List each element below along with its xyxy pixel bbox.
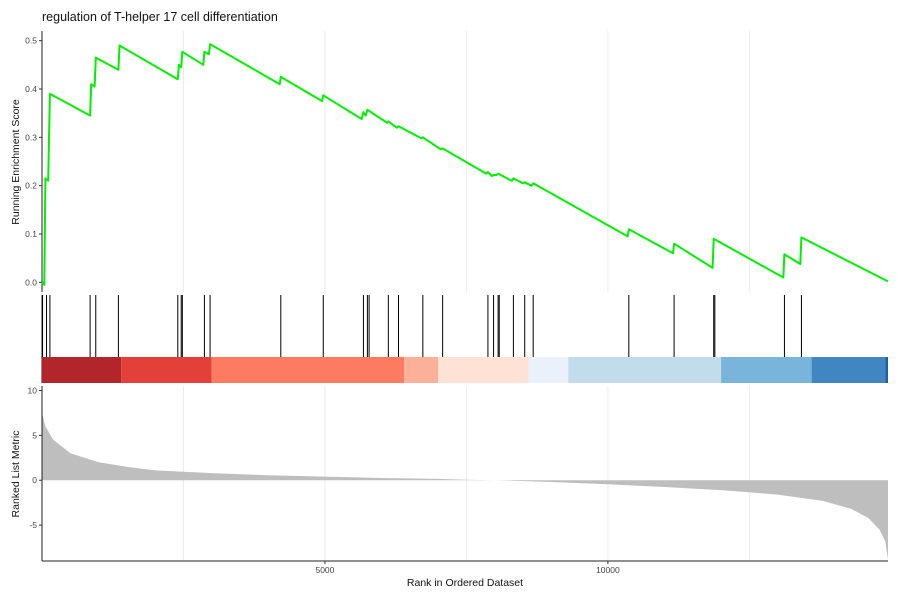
y-tick-label: 5 bbox=[32, 430, 37, 440]
rank-color-segment bbox=[211, 357, 405, 383]
rank-color-segment bbox=[568, 357, 722, 383]
y-axis-label-running-score: Running Enrichment Score bbox=[10, 99, 22, 225]
running-score-panel: 0.0 0.1 0.2 0.3 0.4 0.5 bbox=[25, 31, 889, 292]
y-tick-label: 0.0 bbox=[25, 277, 37, 287]
y-tick-label: -5 bbox=[29, 520, 37, 530]
x-tick-label: 5000 bbox=[315, 565, 334, 575]
rank-color-segment bbox=[438, 357, 529, 383]
rank-color-segment bbox=[404, 357, 439, 383]
chart-title: regulation of T-helper 17 cell different… bbox=[42, 10, 278, 24]
x-tick-label: 10000 bbox=[596, 565, 620, 575]
ranked-metric-panel: -5 0 5 10 5000 10000 bbox=[28, 385, 888, 575]
y-tick-label: 0.2 bbox=[25, 181, 37, 191]
rank-color-segment bbox=[42, 357, 122, 383]
y-tick-label: 0.1 bbox=[25, 229, 37, 239]
rank-color-segment bbox=[885, 357, 888, 383]
y-tick-label: 0.3 bbox=[25, 132, 37, 142]
rank-color-segment bbox=[811, 357, 886, 383]
y-tick-label: 0 bbox=[32, 475, 37, 485]
y-axis-label-ranked-metric: Ranked List Metric bbox=[10, 431, 22, 518]
y-tick-label: 10 bbox=[28, 385, 38, 395]
rank-color-segment bbox=[721, 357, 812, 383]
ranked-metric-area bbox=[42, 412, 888, 560]
running-score-line bbox=[41, 43, 889, 286]
y-tick-label: 0.4 bbox=[25, 84, 37, 94]
rank-color-segment bbox=[121, 357, 212, 383]
gene-hits-panel bbox=[41, 295, 888, 383]
rank-color-segment bbox=[528, 357, 569, 383]
y-tick-label: 0.5 bbox=[25, 36, 37, 46]
x-axis-label: Rank in Ordered Dataset bbox=[407, 577, 523, 589]
